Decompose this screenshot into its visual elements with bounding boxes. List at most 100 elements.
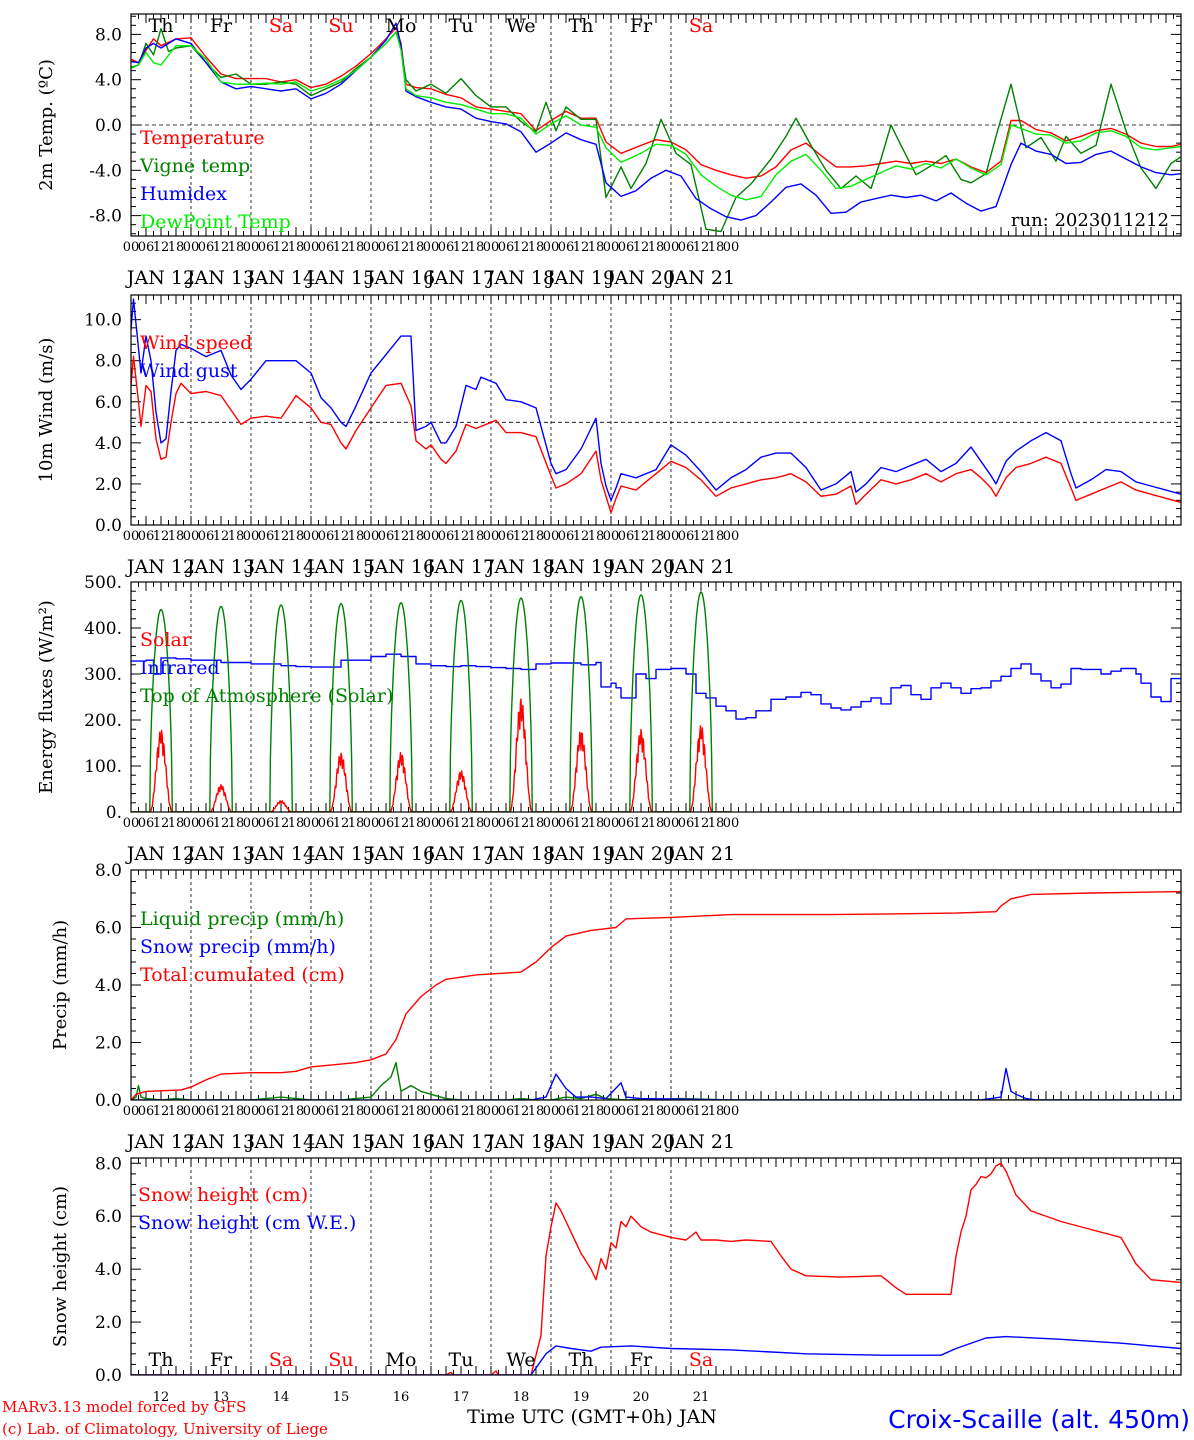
y-tick-label: 2.0 <box>95 1313 122 1333</box>
hour-label: 18 <box>408 240 425 255</box>
hour-label: 18 <box>708 1104 725 1119</box>
hour-label: 18 <box>348 240 365 255</box>
hour-label: 12 <box>573 240 590 255</box>
hour-label: 00 <box>663 240 680 255</box>
hour-label: 06 <box>318 816 335 831</box>
hour-label: 06 <box>678 240 695 255</box>
hour-label: 06 <box>198 529 215 544</box>
date-label: JAN 15 <box>305 1131 375 1153</box>
weekday-label: Fr <box>630 1349 653 1371</box>
station-title: Croix-Scaille (alt. 450m) <box>888 1405 1190 1434</box>
hour-label: 00 <box>303 816 320 831</box>
hour-label: 06 <box>198 240 215 255</box>
y-tick-label: 6.0 <box>95 393 122 413</box>
date-label: JAN 19 <box>545 843 615 865</box>
hour-label: 00 <box>123 1104 140 1119</box>
hour-label: 12 <box>153 1104 170 1119</box>
hour-label: 18 <box>708 816 725 831</box>
series-line-blue <box>131 298 1181 502</box>
date-label: JAN 16 <box>365 556 435 578</box>
y-tick-label: 4.0 <box>95 71 122 91</box>
hour-label: 06 <box>318 1104 335 1119</box>
legend-entry: Snow height (cm W.E.) <box>138 1212 356 1234</box>
hour-label: 12 <box>153 816 170 831</box>
hour-label: 18 <box>408 816 425 831</box>
date-label: JAN 15 <box>305 843 375 865</box>
weekday-label: Mo <box>386 15 417 37</box>
series-line-blue <box>131 653 1181 720</box>
date-label: JAN 13 <box>185 267 255 289</box>
day-number: 17 <box>453 1390 470 1405</box>
weekday-label: Tu <box>449 1349 474 1371</box>
hour-label: 06 <box>378 816 395 831</box>
panel-snow: 0.0 2.0 4.0 6.0 8.0 Snow height (cm) Snow heig… <box>50 1154 1182 1386</box>
weekday-label: Fr <box>210 15 233 37</box>
hour-label: 06 <box>558 1104 575 1119</box>
hour-label: 18 <box>528 1104 545 1119</box>
y-tick-label: 300. <box>84 665 122 685</box>
hour-label: 12 <box>633 240 650 255</box>
hour-label: 18 <box>228 816 245 831</box>
day-number: 14 <box>273 1390 290 1405</box>
hour-label: 12 <box>693 529 710 544</box>
hour-label: 06 <box>138 529 155 544</box>
hour-label: 06 <box>378 240 395 255</box>
day-number: 13 <box>213 1390 230 1405</box>
hour-label: 18 <box>228 1104 245 1119</box>
series-line-blue <box>131 1335 1181 1375</box>
hour-label: 06 <box>618 1104 635 1119</box>
weekday-label: Tu <box>449 15 474 37</box>
hour-label: 18 <box>348 816 365 831</box>
hour-label: 18 <box>228 529 245 544</box>
hour-label: 06 <box>198 1104 215 1119</box>
y-tick-label: 0.0 <box>95 1366 122 1386</box>
hour-label: 18 <box>588 816 605 831</box>
weekday-label: Th <box>149 15 174 37</box>
series-line-green <box>131 28 1181 233</box>
hour-label: 06 <box>318 240 335 255</box>
hour-label: 06 <box>378 1104 395 1119</box>
series-group <box>131 890 1181 1100</box>
y-tick-label: 200. <box>84 711 122 731</box>
series-group <box>131 22 1181 233</box>
date-label: JAN 20 <box>605 267 675 289</box>
legend-entry: Total cumulated (cm) <box>140 964 345 986</box>
hour-label: 18 <box>588 1104 605 1119</box>
y-tick-label: 2.0 <box>95 475 122 495</box>
hour-label: 00 <box>183 816 200 831</box>
date-label: JAN 12 <box>125 843 195 865</box>
hour-label: 06 <box>438 816 455 831</box>
weekday-label: Th <box>569 1349 594 1371</box>
day-number: 20 <box>633 1390 650 1405</box>
date-label: JAN 17 <box>425 267 495 289</box>
y-tick-label: 100. <box>84 757 122 777</box>
hour-label: 18 <box>348 1104 365 1119</box>
hour-label: 00 <box>543 1104 560 1119</box>
hour-label: 06 <box>138 240 155 255</box>
date-label: JAN 19 <box>545 1131 615 1153</box>
series-group <box>131 298 1181 514</box>
plot-frame <box>130 1157 1182 1376</box>
hour-label: 12 <box>453 240 470 255</box>
y-tick-label: 500. <box>84 573 122 593</box>
y-tick-label: 0.0 <box>95 1091 122 1111</box>
day-number: 21 <box>693 1390 710 1405</box>
date-label: JAN 12 <box>125 556 195 578</box>
date-label: JAN 17 <box>425 556 495 578</box>
hour-label: 12 <box>333 1104 350 1119</box>
date-label: JAN 17 <box>425 843 495 865</box>
y-axis-label: Energy fluxes (W/m²) <box>36 600 57 794</box>
day-number: 15 <box>333 1390 350 1405</box>
hour-label: 00 <box>123 529 140 544</box>
hour-label: 06 <box>558 816 575 831</box>
hour-label: 12 <box>513 1104 530 1119</box>
weekday-label: Su <box>328 15 353 37</box>
hour-label: 12 <box>453 1104 470 1119</box>
hour-label: 12 <box>393 529 410 544</box>
hour-label: 18 <box>528 529 545 544</box>
hour-label: 00 <box>483 1104 500 1119</box>
hour-label: 00 <box>483 529 500 544</box>
hour-label: 18 <box>468 240 485 255</box>
hour-label: 18 <box>168 240 185 255</box>
hour-label: 12 <box>273 529 290 544</box>
